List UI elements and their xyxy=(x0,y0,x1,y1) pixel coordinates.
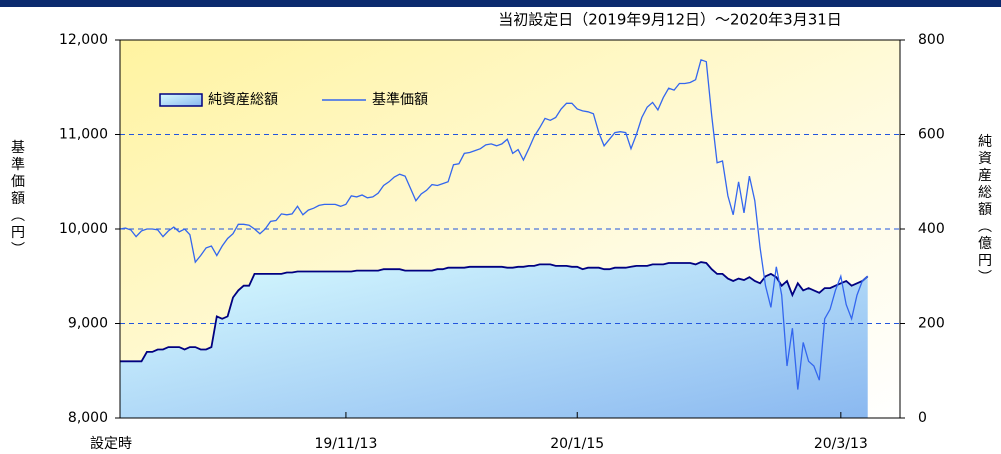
line xyxy=(119,58,869,390)
axis-label-char: ︵ xyxy=(978,219,992,235)
y-tick-label: 10,000 xyxy=(59,221,108,237)
y2-tick-label: 0 xyxy=(918,410,927,426)
axis-label-char: 純 xyxy=(978,134,992,150)
axis-label-char: ︵ xyxy=(11,208,25,224)
top-bar xyxy=(0,0,1001,7)
y2-tick-label: 200 xyxy=(918,316,945,332)
y-tick-label: 8,000 xyxy=(68,410,108,426)
axis-label-char: 基 xyxy=(11,139,25,156)
y-axis-label: 基準価額︵円︶ xyxy=(11,139,25,258)
y2-axis-label: 純資産総額︵億円︶ xyxy=(978,134,992,286)
legend-swatch xyxy=(159,93,203,107)
y-tick-label: 11,000 xyxy=(59,127,108,143)
axis-label-char: ︶ xyxy=(11,242,25,258)
axis-label-char: 総 xyxy=(978,185,992,201)
y2-tick-label: 800 xyxy=(918,32,945,48)
legend-label: 純資産総額 xyxy=(208,92,278,108)
area xyxy=(120,262,868,418)
y-tick-label: 9,000 xyxy=(68,316,108,332)
y2-tick-label: 400 xyxy=(918,221,945,237)
axis-label-char: 円 xyxy=(11,225,25,241)
axis-label-char: 円 xyxy=(978,253,992,269)
axis-label-char: 産 xyxy=(978,168,992,184)
y-tick-label: 12,000 xyxy=(59,32,108,48)
chart-title: 当初設定日（2019年9月12日）～2020年3月31日 xyxy=(498,11,842,29)
x-tick-label: 設定時 xyxy=(90,436,132,452)
y2-tick-label: 600 xyxy=(918,127,945,143)
area-edge xyxy=(120,261,869,363)
axis-label-char: 準 xyxy=(11,157,25,173)
axis-label-char: ︶ xyxy=(978,270,992,286)
axis-label-char: 額 xyxy=(978,202,992,218)
x-tick-label: 19/11/13 xyxy=(314,436,377,452)
axis-label-char: 価 xyxy=(11,174,25,190)
x-tick-label: 20/3/13 xyxy=(814,436,868,452)
x-tick-label: 20/1/15 xyxy=(550,436,604,452)
axis-label-char: 億 xyxy=(978,236,992,252)
axis-label-char: 額 xyxy=(11,191,25,207)
legend-label: 基準価額 xyxy=(372,91,428,108)
axis-label-char: 資 xyxy=(978,151,992,167)
plot-frame xyxy=(119,39,901,419)
